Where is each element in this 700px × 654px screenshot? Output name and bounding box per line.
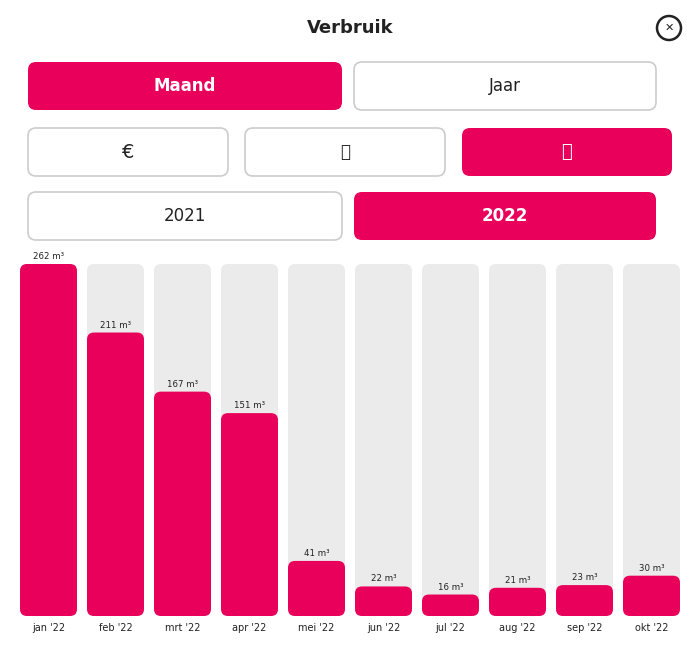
FancyBboxPatch shape [154, 264, 211, 616]
Text: 211 m³: 211 m³ [100, 320, 131, 330]
FancyBboxPatch shape [355, 587, 412, 616]
FancyBboxPatch shape [28, 192, 342, 240]
Text: 151 m³: 151 m³ [234, 401, 265, 410]
FancyBboxPatch shape [354, 192, 656, 240]
FancyBboxPatch shape [355, 264, 412, 616]
FancyBboxPatch shape [623, 576, 680, 616]
FancyBboxPatch shape [489, 264, 546, 616]
FancyBboxPatch shape [87, 332, 144, 616]
Text: mei '22: mei '22 [298, 623, 335, 633]
FancyBboxPatch shape [556, 585, 613, 616]
Text: 22 m³: 22 m³ [371, 574, 396, 583]
FancyBboxPatch shape [556, 264, 613, 616]
Text: 30 m³: 30 m³ [638, 564, 664, 573]
Text: jun '22: jun '22 [367, 623, 400, 633]
Text: Verbruik: Verbruik [307, 19, 393, 37]
FancyBboxPatch shape [489, 588, 546, 616]
Text: 262 m³: 262 m³ [33, 252, 64, 261]
FancyBboxPatch shape [20, 264, 77, 616]
FancyBboxPatch shape [354, 62, 656, 110]
Circle shape [657, 16, 681, 40]
FancyBboxPatch shape [422, 594, 479, 616]
Text: 21 m³: 21 m³ [505, 576, 531, 585]
FancyBboxPatch shape [623, 264, 680, 616]
FancyBboxPatch shape [87, 264, 144, 616]
FancyBboxPatch shape [288, 264, 345, 616]
FancyBboxPatch shape [221, 264, 278, 616]
Text: 2021: 2021 [164, 207, 206, 225]
Text: ⏻: ⏻ [340, 143, 350, 161]
Text: okt '22: okt '22 [635, 623, 668, 633]
Text: Jaar: Jaar [489, 77, 521, 95]
FancyBboxPatch shape [288, 561, 345, 616]
FancyBboxPatch shape [20, 264, 77, 616]
Text: aug '22: aug '22 [499, 623, 536, 633]
Text: 23 m³: 23 m³ [572, 573, 597, 582]
FancyBboxPatch shape [28, 62, 342, 110]
Text: mrt '22: mrt '22 [164, 623, 200, 633]
FancyBboxPatch shape [245, 128, 445, 176]
Text: 41 m³: 41 m³ [304, 549, 329, 558]
FancyBboxPatch shape [422, 264, 479, 616]
Text: apr '22: apr '22 [232, 623, 267, 633]
Text: €: € [122, 143, 134, 162]
FancyBboxPatch shape [462, 128, 672, 176]
FancyBboxPatch shape [221, 413, 278, 616]
Text: sep '22: sep '22 [567, 623, 602, 633]
Text: 🔥: 🔥 [561, 143, 573, 161]
Text: feb '22: feb '22 [99, 623, 132, 633]
FancyBboxPatch shape [28, 128, 228, 176]
Text: 167 m³: 167 m³ [167, 379, 198, 388]
Text: Maand: Maand [154, 77, 216, 95]
Text: 2022: 2022 [482, 207, 528, 225]
Text: ✕: ✕ [664, 23, 673, 33]
Text: jan '22: jan '22 [32, 623, 65, 633]
Text: 16 m³: 16 m³ [438, 583, 463, 591]
FancyBboxPatch shape [154, 392, 211, 616]
Text: jul '22: jul '22 [435, 623, 466, 633]
